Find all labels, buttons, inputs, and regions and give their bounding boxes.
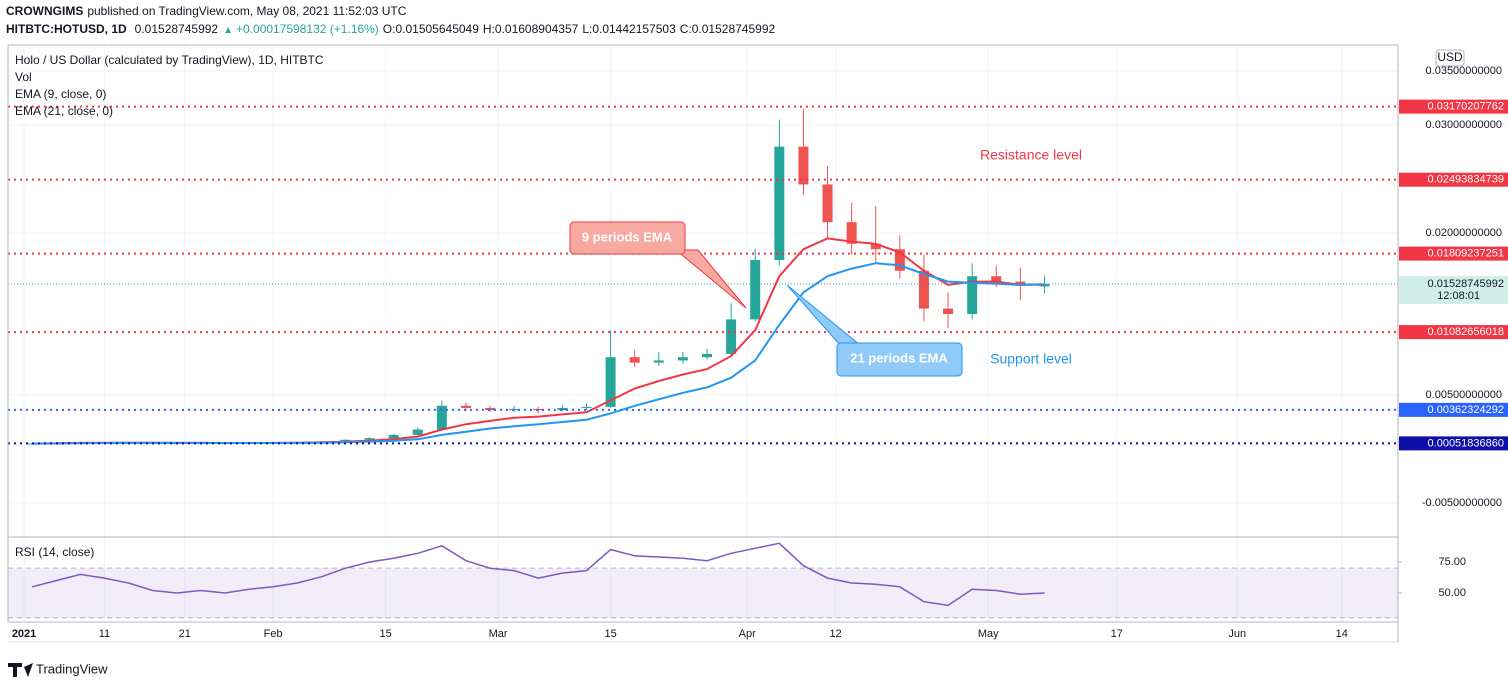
candle-body [918, 270, 929, 309]
ema9-callout: 9 periods EMA [569, 221, 747, 309]
x-tick-label: May [978, 628, 999, 640]
callout-pointer [674, 249, 747, 309]
plot-area [8, 45, 1398, 622]
candle-body [726, 319, 737, 354]
candle-body [581, 406, 592, 408]
close: C:0.01528745992 [680, 22, 776, 36]
x-tick-label: 11 [99, 628, 110, 640]
candle-body [533, 409, 544, 411]
candle-body [943, 308, 954, 315]
level-label: 0.00051836860 [1428, 437, 1504, 449]
low: L:0.01442157503 [582, 22, 676, 36]
level-label-box [1399, 99, 1508, 114]
x-tick-label: 12 [829, 628, 841, 640]
candle-body [1015, 281, 1026, 286]
y-tick-label: -0.00500000000 [1422, 497, 1502, 509]
candle-body [870, 243, 881, 250]
candle-body [412, 429, 423, 435]
annotation: Resistance level [980, 147, 1082, 163]
published: published on TradingView.com, May 08, 20… [87, 4, 406, 18]
candle-body [460, 405, 471, 408]
last-price-label: 0.01528745992 [1428, 278, 1504, 290]
level-label-box [1399, 325, 1508, 340]
change: +0.00017598132 (+1.16%) [236, 22, 379, 36]
level-label-box [1399, 436, 1508, 451]
candle-body [967, 276, 978, 315]
candle-body [485, 407, 496, 411]
candle-body [702, 353, 713, 358]
quote-line: HITBTC:HOTUSD, 1D 0.01528745992 ▲ +0.000175… [6, 22, 775, 36]
x-tick-label: 14 [1336, 628, 1348, 640]
logo-icon [8, 663, 33, 677]
candle-body [629, 357, 640, 363]
x-tick-label: 17 [1111, 628, 1123, 640]
currency: USD [1437, 50, 1463, 64]
last-price-box [1399, 275, 1508, 304]
last: 0.01528745992 [135, 22, 219, 36]
level-label-box [1399, 246, 1508, 261]
level-label: 0.00362324292 [1428, 404, 1504, 416]
y-tick-label: 0.00500000000 [1426, 389, 1502, 401]
candle-body [846, 222, 857, 244]
level-label-box [1399, 172, 1508, 187]
candle-body [653, 360, 664, 363]
candle-body [822, 184, 833, 223]
level-label: 0.02493834739 [1428, 174, 1504, 186]
x-tick-label: 15 [604, 628, 616, 640]
legend-entry: EMA (21, close, 0) [15, 104, 113, 118]
level-label-box [1399, 402, 1508, 417]
candle-body [991, 276, 1002, 282]
candle-body [605, 357, 616, 407]
callout-box [836, 342, 963, 377]
chart-title: Holo / US Dollar (calculated by TradingV… [15, 53, 324, 67]
candle-body [557, 407, 568, 411]
candle-body [750, 260, 761, 320]
candle-body [774, 146, 785, 261]
logo: TradingView [36, 661, 108, 676]
x-tick-label: Feb [264, 628, 283, 640]
publish-line: CROWNGIMS published on TradingView.com, M… [6, 4, 407, 18]
x-tick-label: Jun [1228, 628, 1246, 640]
y-tick-label: 50.00 [1438, 587, 1466, 599]
candle-body [798, 146, 809, 185]
symbol: HITBTC:HOTUSD, 1D [6, 22, 127, 36]
candle-body [364, 438, 375, 440]
ema21-callout: 21 periods EMA [786, 284, 963, 377]
x-tick-label: 21 [179, 628, 191, 640]
legend-entry: RSI (14, close) [15, 545, 94, 559]
y-tick-label: 75.00 [1438, 556, 1466, 568]
annotation: 9 periods EMA [582, 229, 673, 244]
y-tick-label: 0.03000000000 [1426, 119, 1502, 131]
y-tick-label: 0.02000000000 [1426, 227, 1502, 239]
rsi-line [31, 542, 1045, 607]
annotation: Support level [990, 351, 1072, 367]
open: O:0.01505645049 [383, 22, 479, 36]
level-label: 0.01809237251 [1428, 248, 1504, 260]
level-label: 0.01082656018 [1428, 326, 1504, 338]
candle-body [894, 249, 905, 271]
y-tick-label: 0.03500000000 [1426, 65, 1502, 77]
candle-body [509, 409, 520, 411]
countdown: 12:08:01 [1437, 290, 1480, 302]
high: H:0.01608904357 [483, 22, 579, 36]
x-tick-label: 2021 [12, 628, 36, 640]
x-tick-label: Mar [489, 628, 508, 640]
currency-badge[interactable] [1435, 49, 1465, 67]
candle-body [436, 405, 447, 430]
level-label: 0.03170207762 [1428, 101, 1504, 113]
author: CROWNGIMS [6, 4, 83, 18]
x-tick-label: Apr [739, 628, 756, 640]
volume-label: Vol [15, 70, 32, 84]
candle-body [677, 357, 688, 361]
rsi-band-fill [8, 568, 1398, 618]
legend-entry: EMA (9, close, 0) [15, 87, 106, 101]
callout-box [569, 221, 686, 255]
arrow: ▲ [223, 25, 233, 36]
x-tick-label: 15 [380, 628, 392, 640]
annotation: 21 periods EMA [850, 350, 948, 365]
candle-body [388, 434, 399, 439]
